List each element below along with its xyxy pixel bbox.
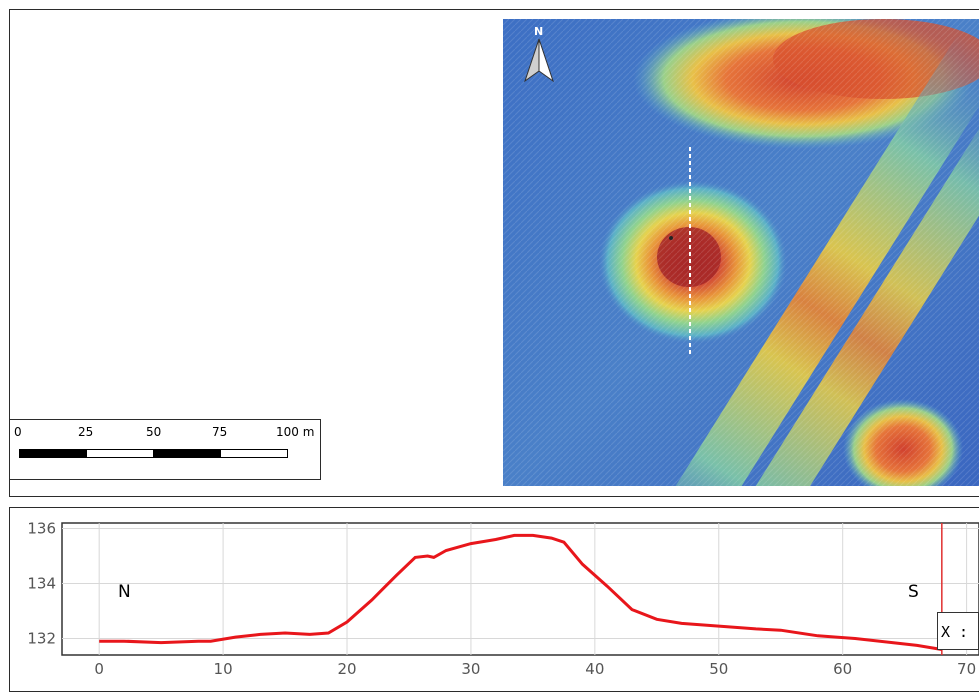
x-tick-label: 60 — [833, 660, 852, 678]
scale-label-100: 100 m — [276, 425, 314, 439]
profile-start-label: N — [118, 582, 131, 602]
y-tick-label: 132 — [27, 630, 56, 648]
y-tick-labels: 132 134 136 — [27, 520, 56, 648]
x-tick-label: 70 — [957, 660, 976, 678]
scale-label-0: 0 — [14, 425, 22, 439]
elevation-map[interactable] — [503, 19, 979, 486]
x-tick-label: 20 — [337, 660, 356, 678]
scale-segment-3 — [153, 449, 221, 458]
scale-segment-2 — [86, 449, 154, 458]
y-tick-label: 134 — [27, 575, 56, 593]
elevation-raster — [503, 19, 979, 486]
x-tick-label: 10 — [214, 660, 233, 678]
scale-label-25: 25 — [78, 425, 93, 439]
scale-segment-4 — [220, 449, 288, 458]
x-tick-labels: 0 10 20 30 40 50 60 70 — [94, 660, 976, 678]
x-tick-label: 50 — [709, 660, 728, 678]
scale-label-50: 50 — [146, 425, 161, 439]
north-label: N — [534, 25, 543, 38]
profile-end-label: S — [908, 582, 919, 602]
y-tick-label: 136 — [27, 520, 56, 538]
x-tick-label: 40 — [585, 660, 604, 678]
north-arrow: N — [519, 25, 559, 85]
scale-bar: 0 25 50 75 100 m — [9, 419, 321, 480]
elevation-profile-chart[interactable]: 132 134 136 0 10 20 30 40 50 60 70 N S — [0, 507, 979, 688]
scale-label-75: 75 — [212, 425, 227, 439]
x-tick-label: 30 — [461, 660, 480, 678]
x-tick-label: 0 — [94, 660, 104, 678]
plot-area — [62, 523, 979, 655]
scale-segment-1 — [19, 449, 87, 458]
cursor-readout: X : 6 — [937, 612, 979, 650]
